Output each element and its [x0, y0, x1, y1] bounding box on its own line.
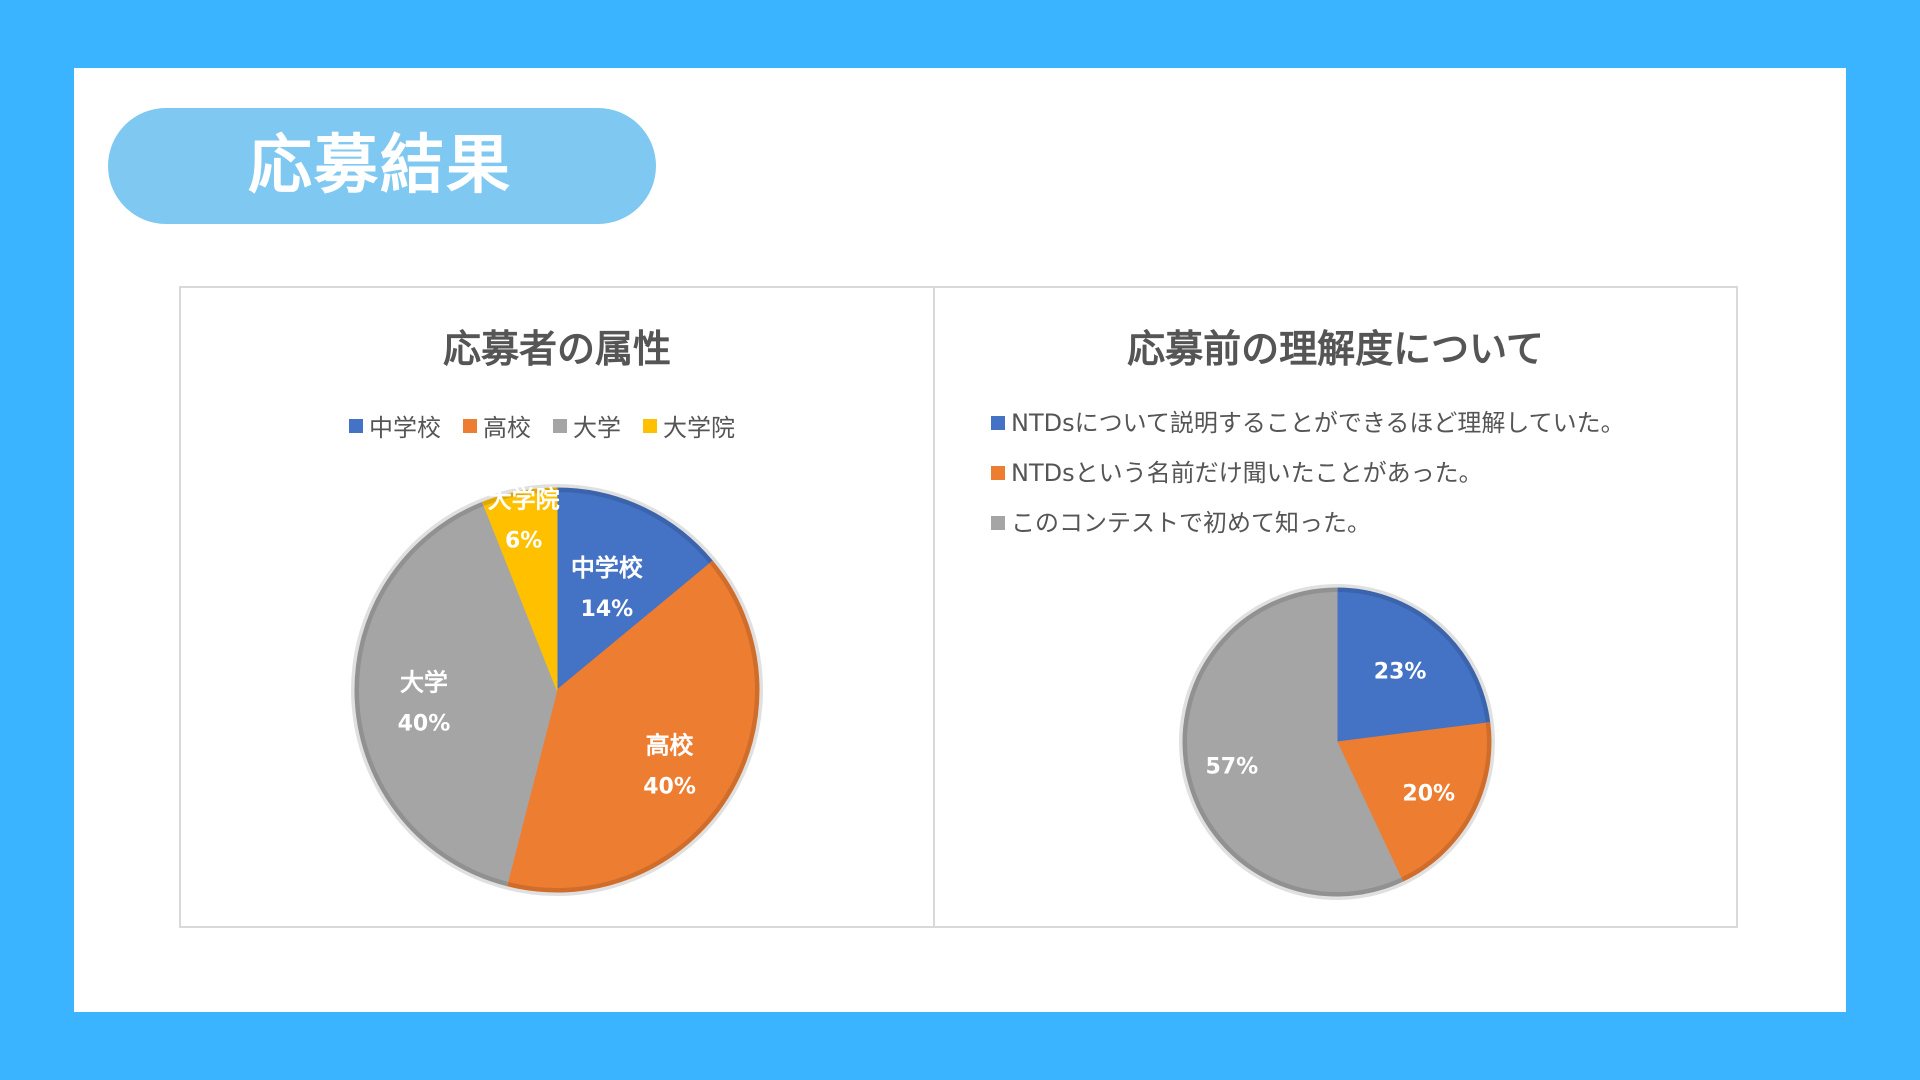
- legend-swatch: [991, 416, 1005, 430]
- pie-chart-understanding: 23% 20% 57%: [1179, 584, 1495, 900]
- pie-slice: [1336, 722, 1492, 883]
- legend-label: NTDsについて説明することができるほど理解していた。: [1011, 409, 1625, 437]
- slice-category-label: 大学: [400, 668, 448, 696]
- legend-label: このコンテストで初めて知った。: [1011, 509, 1371, 537]
- chart-panel-understanding: 応募前の理解度について NTDsについて説明することができるほど理解していた。 N…: [933, 286, 1738, 928]
- pie-chart-attributes: 中学校 14% 高校 40% 大学 40% 大学院 6%: [351, 484, 763, 896]
- chart-legend: NTDsについて説明することができるほど理解していた。 NTDsという名前だけ聞い…: [991, 408, 1625, 558]
- pie-slice-rim: [351, 498, 508, 890]
- slide: 応募結果 応募者の属性 中学校 高校 大学 大学院 中学校 14% 高校 40% 大学 40% 大…: [74, 68, 1846, 1012]
- pie-slice-rim: [1400, 722, 1495, 885]
- slice-value-label: 14%: [581, 597, 634, 622]
- legend-label: 大学: [573, 414, 621, 442]
- legend-label: NTDsという名前だけ聞いたことがあった。: [1011, 459, 1483, 487]
- slice-value-label: 40%: [643, 774, 696, 799]
- slice-category-label: 中学校: [571, 554, 644, 582]
- pie-slice: [556, 487, 714, 692]
- legend-label: 大学院: [663, 414, 735, 442]
- legend-item: このコンテストで初めて知った。: [991, 508, 1625, 538]
- legend-swatch: [553, 418, 567, 433]
- legend-item: 高校: [463, 408, 531, 443]
- chart-title: 応募者の属性: [442, 327, 671, 371]
- legend-swatch: [991, 516, 1005, 530]
- slice-value-label: 20%: [1402, 781, 1455, 806]
- pie-slice-rim: [1336, 584, 1494, 724]
- slice-category-label: 大学院: [488, 485, 560, 513]
- chart-legend: 中学校 高校 大学 大学院: [349, 408, 735, 443]
- legend-swatch: [991, 466, 1005, 480]
- slice-value-label: 57%: [1205, 755, 1258, 780]
- legend-swatch: [643, 418, 657, 433]
- pie-slice-rim: [481, 484, 558, 506]
- pie-slice-rim: [556, 484, 716, 564]
- chart-title: 応募前の理解度について: [1127, 327, 1544, 371]
- legend-item: NTDsについて説明することができるほど理解していた。: [991, 408, 1625, 438]
- legend-swatch: [463, 418, 477, 433]
- pie-slice: [506, 560, 760, 893]
- pie-slice-rim: [505, 558, 763, 896]
- pie-slice: [1182, 587, 1404, 897]
- legend-item: 大学: [553, 408, 621, 443]
- page-title: 応募結果: [108, 108, 656, 224]
- legend-item: 大学院: [643, 408, 735, 443]
- legend-item: 中学校: [349, 408, 441, 443]
- pie-slice: [1336, 587, 1491, 743]
- legend-item: NTDsという名前だけ聞いたことがあった。: [991, 458, 1625, 488]
- pie-slice-rim: [1179, 584, 1405, 900]
- legend-label: 高校: [483, 414, 531, 442]
- legend-label: 中学校: [369, 414, 441, 442]
- chart-panel-attributes: 応募者の属性 中学校 高校 大学 大学院 中学校 14% 高校 40% 大学 40% 大学院 6%: [179, 286, 935, 928]
- slice-category-label: 高校: [646, 731, 695, 759]
- pie-slice: [354, 501, 558, 887]
- slice-value-label: 40%: [398, 711, 451, 736]
- legend-swatch: [349, 418, 363, 433]
- slice-value-label: 6%: [505, 528, 542, 553]
- pie-slice: [481, 487, 558, 691]
- slice-value-label: 23%: [1374, 659, 1427, 684]
